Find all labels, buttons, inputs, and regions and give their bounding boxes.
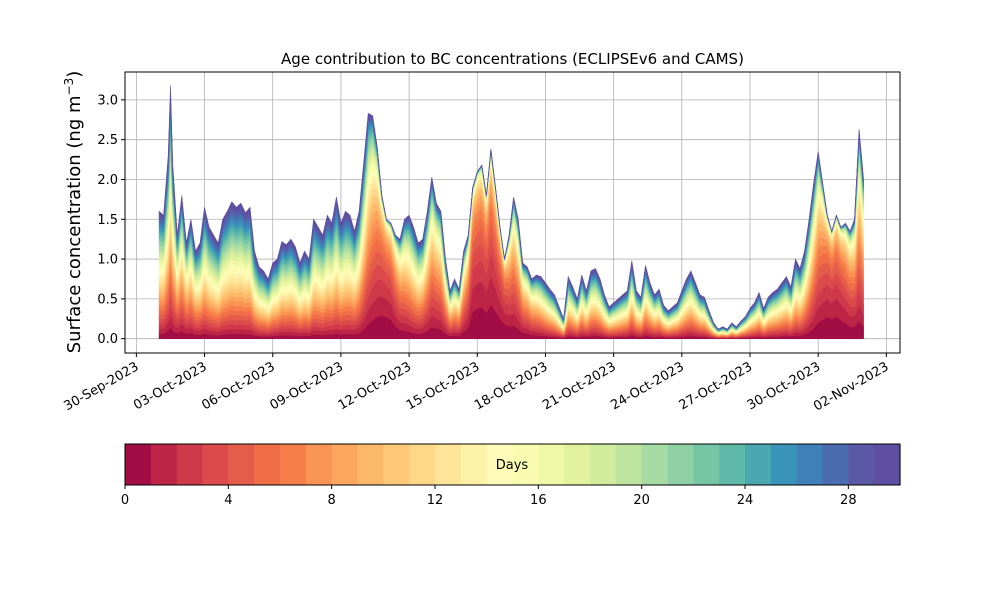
colorbar-swatch: [280, 444, 307, 485]
colorbar-swatch: [512, 444, 539, 485]
y-tick-label: 0.0: [97, 332, 118, 347]
y-axis-label: Surface concentration (ng m−3): [62, 71, 85, 354]
colorbar-swatch: [615, 444, 643, 485]
colorbar-tick-label: 20: [633, 493, 650, 508]
stacked-areas: [158, 85, 864, 339]
area-age-29-30-days: [158, 85, 864, 330]
colorbar-ticks: 0 4 8 12 16 20 24 28: [121, 485, 857, 508]
colorbar-tick-label: 24: [737, 493, 754, 508]
x-tick-label: 03-Oct-2023: [131, 359, 209, 413]
colorbar-swatch: [590, 444, 617, 485]
x-tick-label: 06-Oct-2023: [199, 359, 277, 413]
x-tick-label: 18-Oct-2023: [472, 359, 550, 413]
plot-frame: [124, 71, 901, 354]
colorbar-swatch: [719, 444, 746, 485]
x-tick-label: 30-Oct-2023: [745, 359, 823, 413]
colorbar-swatch: [693, 444, 720, 485]
colorbar-swatch: [125, 444, 152, 485]
x-axis: 30-Sep-202303-Oct-202306-Oct-202309-Oct-…: [62, 353, 891, 414]
y-tick-label: 2.0: [97, 173, 118, 188]
colorbar-swatch: [331, 444, 359, 485]
colorbar: [125, 444, 901, 485]
colorbar-swatch: [435, 444, 462, 485]
colorbar-tick-label: 12: [427, 493, 444, 508]
y-axis: 0.0 0.5 1.0 1.5 2.0 2.5 3.0: [97, 93, 125, 347]
x-tick-label: 24-Oct-2023: [608, 359, 686, 413]
colorbar-swatch: [538, 444, 565, 485]
colorbar-swatch: [305, 444, 333, 485]
colorbar-swatch: [641, 444, 669, 485]
colorbar-tick-label: 0: [121, 493, 129, 508]
y-tick-label: 3.0: [97, 93, 118, 108]
x-tick-label: 02-Nov-2023: [811, 359, 891, 414]
x-tick-label: 15-Oct-2023: [404, 359, 482, 413]
colorbar-swatch: [254, 444, 281, 485]
y-tick-label: 0.5: [97, 292, 118, 307]
chart-title: Age contribution to BC concentrations (E…: [281, 50, 744, 68]
x-tick-label: 12-Oct-2023: [336, 359, 414, 413]
colorbar-swatch: [176, 444, 204, 485]
colorbar-swatch: [796, 444, 824, 485]
y-tick-label: 1.0: [97, 253, 118, 268]
colorbar-tick-label: 16: [530, 493, 547, 508]
colorbar-swatch: [874, 444, 901, 485]
colorbar-swatch: [667, 444, 694, 485]
colorbar-tick-label: 8: [328, 493, 336, 508]
colorbar-swatch: [822, 444, 849, 485]
colorbar-tick-label: 28: [840, 493, 857, 508]
x-tick-label: 30-Sep-2023: [62, 359, 142, 414]
x-tick-label: 09-Oct-2023: [268, 359, 346, 413]
colorbar-swatch: [409, 444, 436, 485]
colorbar-swatch: [564, 444, 591, 485]
y-tick-label: 2.5: [97, 133, 118, 148]
y-tick-label: 1.5: [97, 213, 118, 228]
colorbar-label: Days: [496, 458, 529, 473]
colorbar-swatch: [486, 444, 514, 485]
colorbar-swatch: [228, 444, 255, 485]
colorbar-tick-label: 4: [224, 493, 232, 508]
colorbar-swatch: [745, 444, 772, 485]
colorbar-frame: [124, 443, 901, 486]
colorbar-swatch: [357, 444, 384, 485]
colorbar-swatch: [848, 444, 875, 485]
x-tick-label: 21-Oct-2023: [540, 359, 618, 413]
colorbar-swatch: [383, 444, 410, 485]
colorbar-swatch: [460, 444, 488, 485]
colorbar-swatch: [150, 444, 178, 485]
x-tick-label: 27-Oct-2023: [677, 359, 755, 413]
colorbar-swatch: [770, 444, 798, 485]
colorbar-swatch: [202, 444, 229, 485]
